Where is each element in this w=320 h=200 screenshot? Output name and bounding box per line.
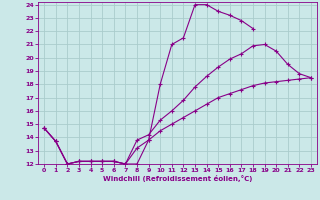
X-axis label: Windchill (Refroidissement éolien,°C): Windchill (Refroidissement éolien,°C)	[103, 175, 252, 182]
